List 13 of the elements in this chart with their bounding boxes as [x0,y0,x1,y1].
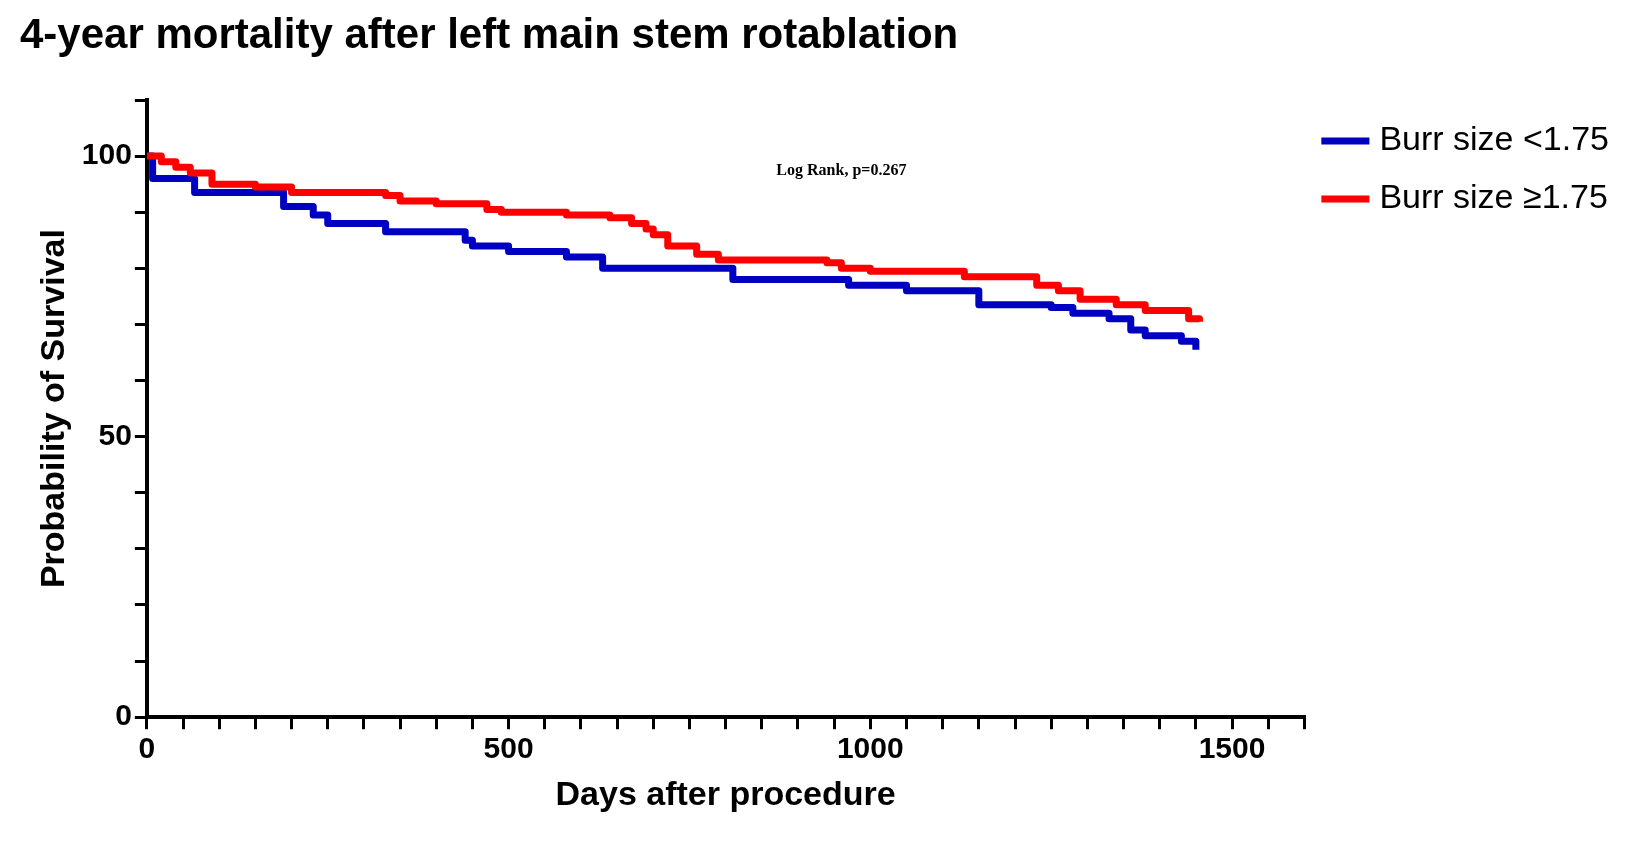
legend-label: Burr size <1.75 [1379,119,1610,158]
y-axis-title: Probability of Survival [32,229,71,589]
y-tick-label: 50 [98,417,132,451]
x-tick-label: 500 [483,731,534,765]
x-axis-title: Days after procedure [555,773,896,812]
x-tick-label: 1000 [836,731,904,765]
chart-title: 4-year mortality after left main stem rotablation [20,10,960,59]
annotation: Log Rank, p=0.267 [776,161,907,179]
y-tick-label: 100 [81,137,132,171]
x-tick-label: 1500 [1198,731,1266,765]
x-tick-label: 0 [138,731,156,765]
y-tick-label: 0 [115,698,132,732]
legend-label: Burr size ≥1.75 [1379,177,1608,216]
